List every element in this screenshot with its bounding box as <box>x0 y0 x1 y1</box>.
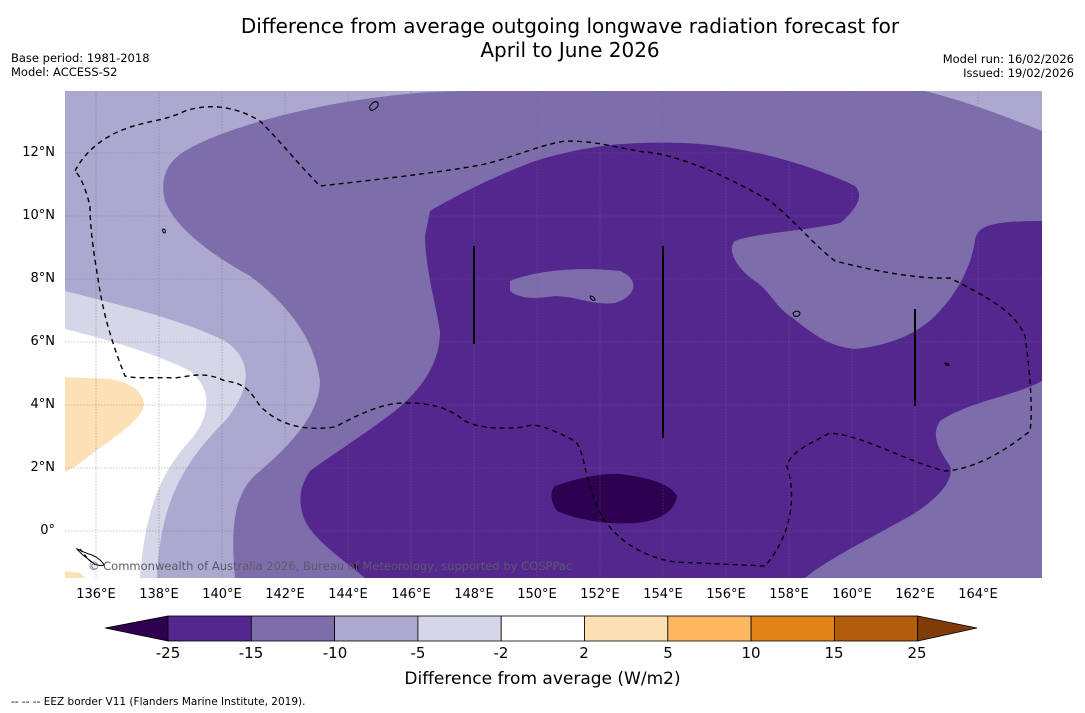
colorbar <box>105 615 978 642</box>
x-tick-158e: 158°E <box>769 587 809 602</box>
meta-left: Base period: 1981-2018 Model: ACCESS-S2 <box>11 51 150 79</box>
colorbar-seg-neg15-neg10 <box>250 615 336 642</box>
x-tick-148e: 148°E <box>454 587 494 602</box>
y-tick-0: 0° <box>40 523 55 538</box>
colorbar-seg-gt-25 <box>917 615 978 642</box>
meta-right: Model run: 16/02/2026 Issued: 19/02/2026 <box>943 52 1074 80</box>
title-line-2: April to June 2026 <box>480 38 660 62</box>
legend-label-25: 25 <box>907 644 927 662</box>
colorbar-seg-lt-neg25 <box>105 615 169 642</box>
x-tick-152e: 152°E <box>580 587 620 602</box>
title-line-1: Difference from average outgoing longwav… <box>240 14 900 38</box>
x-tick-142e: 142°E <box>265 587 305 602</box>
colorbar-seg-5-10 <box>667 615 752 642</box>
map-panel <box>65 91 1042 578</box>
legend-label-10: 10 <box>741 644 761 662</box>
legend-label-2: 2 <box>579 644 589 662</box>
y-tick-6n: 6°N <box>30 334 56 349</box>
legend-label-5: 5 <box>663 644 673 662</box>
y-tick-2n: 2°N <box>30 460 56 475</box>
region-hole-neg15-neg10 <box>510 269 634 304</box>
colorbar-seg-neg2-2 <box>500 615 585 642</box>
x-tick-136e: 136°E <box>76 587 116 602</box>
y-tick-10n: 10°N <box>22 208 55 223</box>
legend-label-neg10: -10 <box>322 644 348 662</box>
x-tick-146e: 146°E <box>391 587 431 602</box>
map-title: Difference from average outgoing longwav… <box>170 14 970 62</box>
y-tick-12n: 12°N <box>22 145 55 160</box>
model-run: Model run: 16/02/2026 <box>942 52 1074 66</box>
region-neg25-neg15 <box>300 142 1042 578</box>
map-gridlines <box>65 91 1042 578</box>
legend-label-neg25: -25 <box>155 644 181 662</box>
x-tick-164e: 164°E <box>958 587 998 602</box>
legend-label-15: 15 <box>824 644 844 662</box>
copyright-text: © Commonwealth of Australia 2026, Bureau… <box>88 559 573 573</box>
colorbar-seg-15-25 <box>834 615 919 642</box>
model-name: Model: ACCESS-S2 <box>11 65 118 79</box>
colorbar-seg-10-15 <box>750 615 835 642</box>
eez-border-west <box>74 106 1032 567</box>
x-tick-154e: 154°E <box>643 587 683 602</box>
colorbar-seg-neg10-neg5 <box>334 615 419 642</box>
x-tick-140e: 140°E <box>202 587 242 602</box>
y-tick-4n: 4°N <box>30 397 56 412</box>
legend-label-neg15: -15 <box>238 644 264 662</box>
x-tick-150e: 150°E <box>517 587 557 602</box>
colorbar-seg-2-5 <box>584 615 669 642</box>
issued-date: Issued: 19/02/2026 <box>963 66 1074 80</box>
x-tick-162e: 162°E <box>895 587 935 602</box>
legend-title: Difference from average (W/m2) <box>404 669 681 689</box>
legend-label-neg2: -2 <box>493 644 509 662</box>
y-tick-8n: 8°N <box>30 271 56 286</box>
region-2-5 <box>65 377 144 473</box>
islands <box>75 101 950 570</box>
footer-eez-note: -- -- -- EEZ border V11 (Flanders Marine… <box>11 696 306 708</box>
region-lt-neg25 <box>551 473 677 524</box>
x-tick-138e: 138°E <box>139 587 179 602</box>
region-2-5-small <box>65 571 85 578</box>
x-tick-156e: 156°E <box>706 587 746 602</box>
base-period: Base period: 1981-2018 <box>11 51 150 65</box>
colorbar-seg-neg5-neg2 <box>417 615 502 642</box>
olr-contour-map <box>65 91 1042 578</box>
x-tick-160e: 160°E <box>832 587 872 602</box>
legend-label-neg5: -5 <box>410 644 426 662</box>
colorbar-seg-neg25-neg15 <box>167 615 252 642</box>
x-tick-144e: 144°E <box>328 587 368 602</box>
